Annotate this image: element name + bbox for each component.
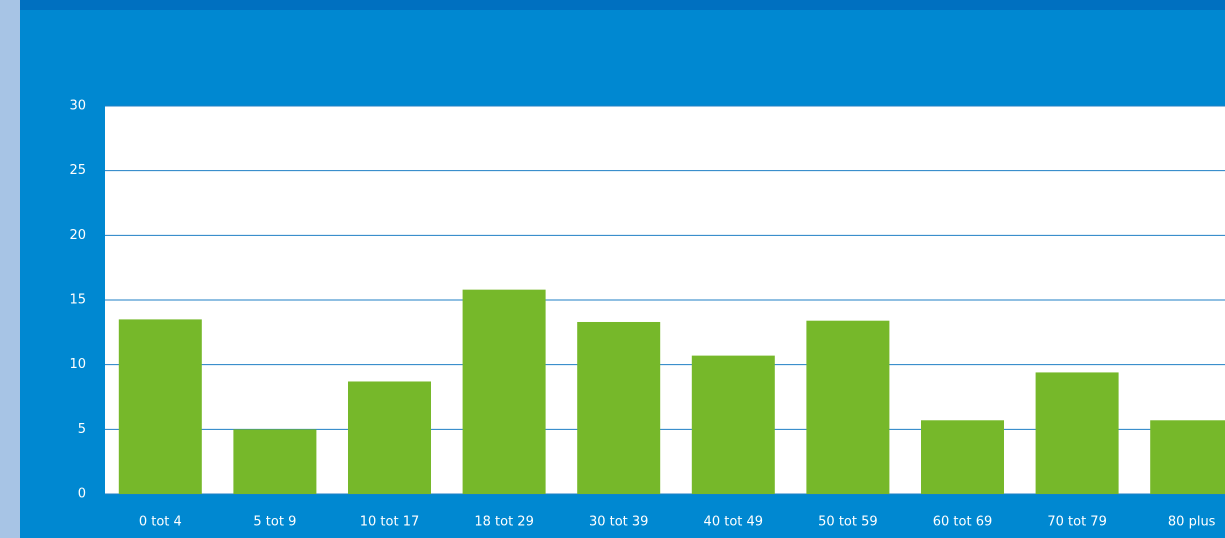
x-tick-label: 80 plus (1168, 515, 1216, 530)
x-tick-label: 30 tot 39 (589, 515, 649, 530)
x-tick-label: 50 tot 59 (818, 515, 878, 530)
y-tick-label: 5 (78, 422, 86, 437)
x-tick-label: 0 tot 4 (139, 515, 182, 530)
bar (462, 289, 546, 494)
x-tick-label: 70 tot 79 (1047, 515, 1107, 530)
y-tick-label: 10 (69, 357, 86, 372)
bar (577, 321, 661, 494)
y-tick-label: 20 (69, 228, 86, 243)
x-tick-label: 60 tot 69 (933, 515, 993, 530)
x-tick-label: 40 tot 49 (704, 515, 764, 530)
y-tick-label: 15 (69, 293, 86, 308)
y-tick-label: 25 (69, 163, 86, 178)
bar (1035, 372, 1119, 494)
bar (921, 420, 1004, 494)
bar (348, 381, 431, 494)
x-tick-label: 5 tot 9 (253, 515, 296, 530)
bar (806, 320, 890, 494)
bar (233, 429, 317, 494)
bar (691, 355, 775, 494)
bar (1150, 420, 1225, 494)
x-tick-label: 18 tot 29 (474, 515, 534, 530)
bar (118, 319, 202, 494)
y-tick-label: 30 (69, 99, 86, 114)
y-tick-label: 0 (78, 487, 86, 502)
x-tick-label: 10 tot 17 (360, 515, 420, 530)
side-strip (0, 0, 20, 538)
top-band (20, 0, 1225, 10)
